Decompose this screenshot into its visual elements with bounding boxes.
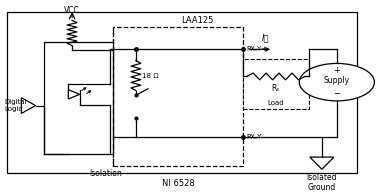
Text: −: − — [333, 89, 340, 98]
Text: +: + — [333, 66, 340, 75]
Text: Supply: Supply — [324, 76, 350, 85]
Polygon shape — [68, 90, 80, 99]
Polygon shape — [310, 157, 334, 169]
Text: Load: Load — [268, 100, 284, 106]
Text: Digital
Logic: Digital Logic — [5, 99, 27, 112]
Bar — [44, 42, 113, 154]
Polygon shape — [21, 98, 35, 113]
Bar — [243, 59, 309, 109]
Text: PX.Y–: PX.Y– — [246, 134, 265, 140]
Circle shape — [299, 64, 374, 101]
Text: 18 Ω: 18 Ω — [141, 73, 158, 79]
Text: Isolation: Isolation — [89, 169, 122, 178]
Text: Rₛ: Rₛ — [272, 84, 280, 93]
Text: I₟: I₟ — [262, 33, 269, 42]
Text: PX.Y+: PX.Y+ — [246, 46, 267, 52]
Text: LAA125: LAA125 — [181, 16, 214, 25]
Text: VCC: VCC — [64, 6, 80, 15]
Text: NI 6528: NI 6528 — [162, 179, 195, 188]
Bar — [113, 27, 243, 165]
Bar — [8, 12, 357, 173]
Text: Isolated
Ground: Isolated Ground — [307, 173, 337, 192]
